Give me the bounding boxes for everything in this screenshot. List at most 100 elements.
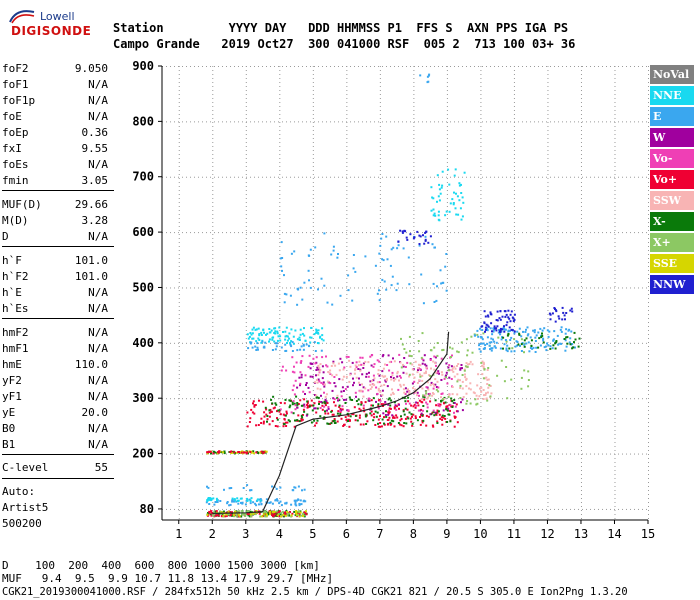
grid-dot [580,314,582,315]
grid-dot [513,362,515,363]
data-point [441,170,444,173]
grid-dot [602,176,603,178]
grid-dot [634,342,635,344]
data-point [347,418,350,421]
grid-dot [245,462,247,463]
grid-dot [480,150,482,151]
grid-dot [346,406,348,407]
grid-dot [194,453,195,455]
grid-dot [648,222,649,223]
grid-dot [178,486,180,487]
grid-dot [594,342,595,344]
grid-dot [346,334,348,335]
grid-dot [279,374,281,375]
data-point [296,349,299,352]
grid-dot [648,98,649,99]
grid-dot [198,398,199,400]
data-point [509,339,512,341]
data-point [210,514,213,517]
grid-dot [442,66,443,67]
data-point [423,372,426,375]
grid-dot [245,422,247,423]
grid-dot [245,382,247,383]
grid-dot [642,232,643,234]
data-point [314,394,316,396]
grid-dot [212,346,214,347]
data-point [414,391,417,394]
data-point [489,348,491,351]
grid-dot [266,508,267,510]
grid-dot [648,90,649,91]
grid-dot [566,232,567,234]
grid-dot [178,226,180,227]
grid-dot [438,121,439,123]
data-point [513,350,516,353]
grid-dot [226,176,227,178]
data-point [299,384,301,387]
grid-dot [547,326,549,327]
grid-dot [178,418,180,419]
grid-dot [580,494,582,495]
grid-dot [245,242,247,243]
grid-dot [254,342,255,344]
grid-dot [614,474,616,475]
grid-dot [178,354,180,355]
data-point [379,415,381,418]
data-point [530,339,533,342]
data-point [326,301,329,304]
data-point [322,381,325,384]
data-point [526,326,529,329]
grid-dot [212,138,214,139]
data-point [216,499,218,502]
data-point [385,379,388,382]
data-point [393,416,396,419]
grid-dot [566,398,567,400]
grid-dot [550,232,551,234]
data-point [207,451,210,454]
data-point [460,218,463,221]
data-point [409,362,412,365]
grid-dot [346,122,348,123]
grid-dot [614,346,616,347]
grid-dot [466,176,467,178]
grid-dot [586,176,587,178]
grid-dot [379,386,381,387]
grid-dot [312,86,314,87]
data-point [279,257,282,260]
data-point [461,409,464,412]
grid-dot [426,66,427,67]
grid-dot [602,453,603,455]
grid-dot [245,342,247,343]
grid-dot [442,287,443,289]
grid-dot [386,398,387,400]
data-point [386,377,388,380]
data-point [296,287,299,290]
grid-dot [178,287,179,289]
grid-dot [245,486,247,487]
data-point [297,414,300,417]
grid-dot [610,398,611,400]
grid-dot [648,370,649,371]
grid-dot [279,242,281,243]
data-point [456,195,459,198]
grid-dot [182,121,183,123]
grid-dot [254,287,255,289]
grid-dot [166,66,167,67]
grid-dot [379,434,381,435]
data-point [387,422,390,425]
data-point [429,359,432,361]
grid-dot [398,287,399,289]
data-point [249,500,252,503]
data-point [260,503,263,506]
grid-dot [614,406,616,407]
data-point [347,289,350,292]
data-point [300,419,303,422]
grid-dot [547,318,549,319]
data-point [499,329,502,332]
data-point [309,367,312,370]
grid-dot [580,118,582,119]
data-point [452,203,455,206]
grid-dot [446,510,448,511]
data-point [301,489,303,492]
data-point [290,503,293,506]
